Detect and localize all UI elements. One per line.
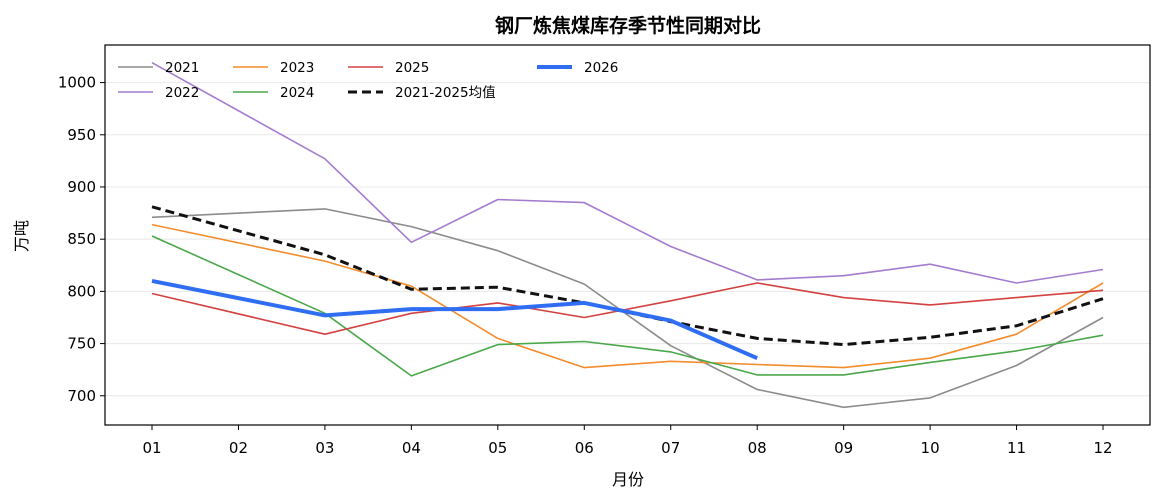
x-tick-label: 12 — [1093, 439, 1112, 457]
series-line-2021 — [151, 208, 1104, 409]
x-tick-label: 08 — [748, 439, 767, 457]
series-line-2022 — [151, 62, 1104, 284]
series-line-2026 — [151, 278, 758, 361]
y-tick-label: 800 — [67, 282, 96, 300]
x-tick-label: 01 — [142, 439, 161, 457]
y-tick-label: 750 — [67, 335, 96, 353]
legend-label: 2024 — [280, 85, 314, 101]
series-line-2024 — [151, 235, 1104, 377]
grid-lines — [105, 82, 1150, 397]
y-axis-ticks: 700 750 800 850 900 950 1000 — [58, 74, 105, 405]
x-tick-label: 05 — [488, 439, 507, 457]
x-tick-label: 10 — [921, 439, 940, 457]
y-axis-label: 万吨 — [12, 220, 31, 252]
y-tick-label: 700 — [67, 387, 96, 405]
legend-label: 2021 — [165, 60, 199, 76]
legend: 2021 2022 2023 2024 2025 2021-2025均值 2026 — [118, 60, 618, 101]
plot-area — [104, 44, 1151, 426]
x-tick-label: 06 — [575, 439, 594, 457]
y-tick-label: 1000 — [58, 74, 96, 92]
y-tick-label: 950 — [67, 126, 96, 144]
x-tick-label: 07 — [661, 439, 680, 457]
y-tick-label: 900 — [67, 178, 96, 196]
x-axis-label: 月份 — [612, 470, 644, 489]
legend-label: 2023 — [280, 60, 314, 76]
chart-title: 钢厂炼焦煤库存季节性同期对比 — [495, 14, 761, 37]
legend-label: 2022 — [165, 85, 199, 101]
x-tick-label: 03 — [315, 439, 334, 457]
x-tick-label: 09 — [834, 439, 853, 457]
legend-label: 2025 — [395, 60, 429, 76]
x-tick-label: 04 — [402, 439, 421, 457]
x-tick-label: 11 — [1007, 439, 1026, 457]
legend-label: 2021-2025均值 — [395, 85, 496, 101]
x-tick-label: 02 — [229, 439, 248, 457]
y-tick-label: 850 — [67, 230, 96, 248]
x-axis-ticks: 01 02 03 04 05 06 07 08 09 10 11 12 — [142, 425, 1113, 457]
legend-label: 2026 — [584, 60, 618, 76]
series-lines — [151, 62, 1104, 409]
series-line-2025 — [151, 282, 1104, 335]
